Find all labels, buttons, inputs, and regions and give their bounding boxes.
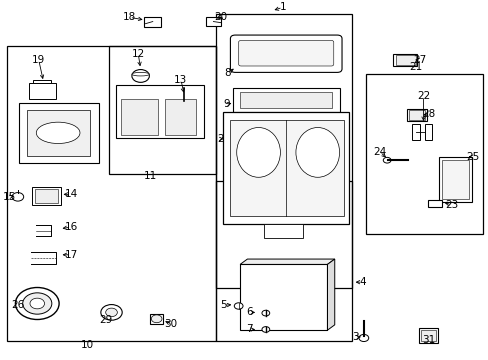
Bar	[230, 120, 344, 216]
Text: 10: 10	[81, 340, 94, 350]
Text: 4: 4	[358, 277, 365, 287]
Ellipse shape	[132, 72, 149, 76]
Polygon shape	[264, 224, 303, 238]
Circle shape	[12, 193, 23, 201]
Bar	[396, 55, 415, 65]
Bar	[7, 46, 215, 341]
Text: 3: 3	[351, 332, 358, 342]
Bar	[366, 74, 482, 234]
Bar	[406, 109, 427, 121]
Text: 17: 17	[64, 250, 78, 260]
Bar	[109, 46, 215, 174]
FancyBboxPatch shape	[230, 35, 341, 72]
Bar	[215, 14, 351, 288]
Text: 14: 14	[64, 189, 78, 199]
Bar	[205, 17, 221, 26]
Text: 23: 23	[444, 200, 457, 210]
Polygon shape	[116, 85, 203, 138]
Bar	[240, 92, 332, 108]
Bar	[164, 99, 196, 135]
Circle shape	[234, 303, 243, 309]
Text: 12: 12	[131, 49, 144, 59]
Bar	[149, 314, 163, 324]
Bar	[408, 110, 424, 120]
Text: 15: 15	[3, 192, 16, 202]
Circle shape	[16, 288, 59, 320]
Ellipse shape	[236, 127, 280, 177]
Text: 1: 1	[279, 2, 285, 12]
Circle shape	[101, 305, 122, 320]
Bar	[32, 186, 61, 205]
Text: 26: 26	[12, 300, 25, 310]
Text: 25: 25	[466, 152, 479, 162]
Text: 9: 9	[223, 99, 229, 109]
Polygon shape	[240, 259, 334, 264]
Bar	[35, 189, 58, 203]
Circle shape	[151, 315, 162, 323]
Text: 28: 28	[421, 109, 434, 119]
Bar	[393, 54, 416, 66]
Text: 21: 21	[408, 62, 422, 72]
Bar	[121, 99, 157, 135]
Circle shape	[178, 98, 190, 107]
Circle shape	[132, 69, 149, 82]
Ellipse shape	[295, 127, 339, 177]
Bar	[33, 80, 51, 83]
Text: 27: 27	[412, 55, 426, 65]
Text: 22: 22	[416, 91, 429, 101]
Bar	[441, 159, 468, 199]
Text: 16: 16	[64, 222, 78, 232]
Circle shape	[383, 157, 390, 163]
Text: 31: 31	[421, 335, 434, 345]
Bar	[420, 330, 435, 341]
Ellipse shape	[36, 122, 80, 144]
Circle shape	[30, 298, 44, 309]
Circle shape	[262, 310, 269, 316]
Text: 24: 24	[372, 147, 386, 157]
Text: 18: 18	[122, 12, 136, 22]
Circle shape	[358, 334, 368, 342]
Circle shape	[105, 308, 117, 317]
Text: 5: 5	[220, 300, 226, 310]
Text: 29: 29	[99, 315, 112, 325]
Bar	[438, 157, 471, 202]
Circle shape	[262, 327, 269, 332]
Bar	[29, 83, 56, 99]
Text: 19: 19	[32, 55, 45, 65]
Polygon shape	[19, 103, 99, 163]
Bar	[411, 124, 419, 140]
Polygon shape	[327, 259, 334, 330]
Bar	[215, 181, 351, 341]
Bar	[144, 17, 161, 27]
FancyBboxPatch shape	[238, 40, 333, 66]
Bar	[427, 200, 442, 207]
Text: 20: 20	[214, 12, 227, 22]
Text: 13: 13	[174, 75, 187, 85]
Text: 30: 30	[164, 319, 178, 329]
Bar	[424, 124, 431, 140]
Bar	[240, 264, 327, 330]
Text: 7: 7	[246, 324, 253, 334]
Polygon shape	[223, 112, 348, 224]
Text: 2: 2	[217, 134, 224, 144]
Text: 8: 8	[224, 68, 230, 78]
Text: 11: 11	[143, 171, 157, 180]
Bar	[418, 328, 437, 343]
Circle shape	[22, 293, 52, 314]
Bar	[26, 110, 89, 156]
Text: 6: 6	[246, 307, 253, 318]
Polygon shape	[232, 89, 339, 112]
